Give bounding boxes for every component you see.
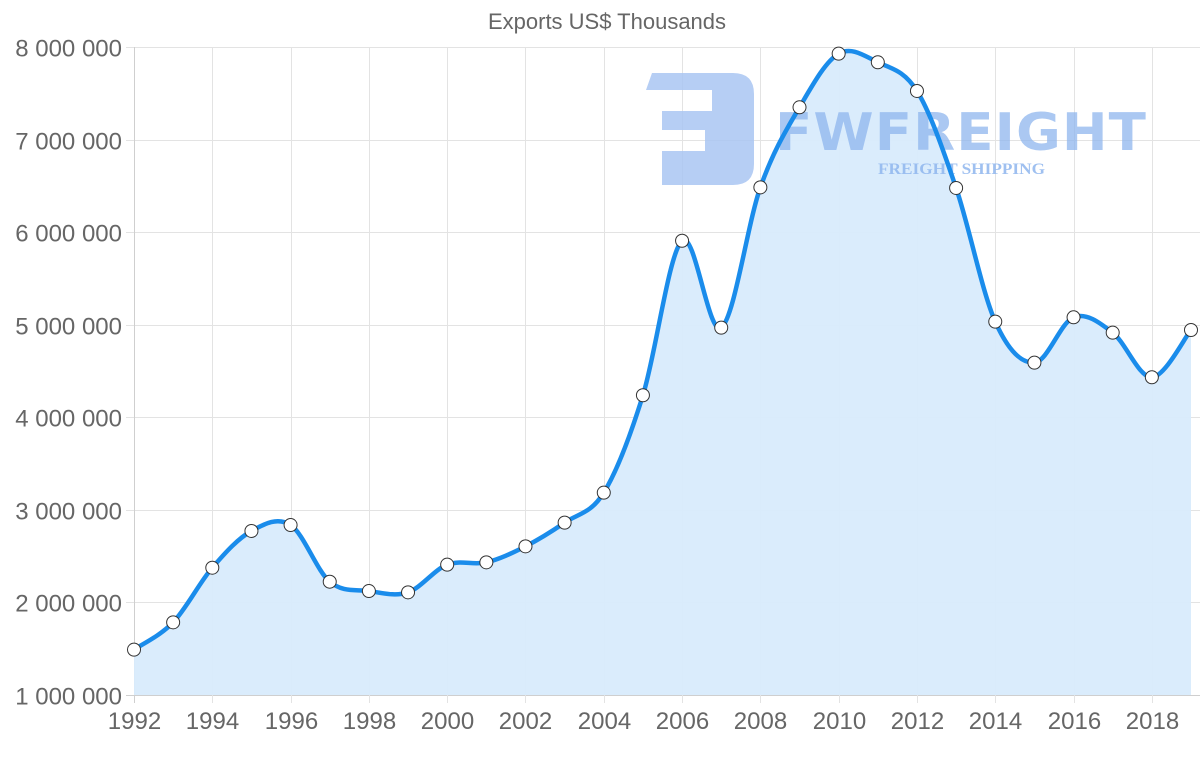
x-tick-label: 2016 [1048, 708, 1101, 735]
data-point[interactable] [205, 560, 220, 575]
x-tick-label: 1998 [343, 708, 396, 735]
data-point[interactable] [753, 180, 768, 195]
y-tick-label: 8 000 000 [15, 36, 122, 63]
x-tick-label: 1992 [108, 708, 161, 735]
data-point[interactable] [1144, 370, 1159, 385]
data-point[interactable] [440, 557, 455, 572]
x-tick-label: 2010 [813, 708, 866, 735]
data-point[interactable] [675, 233, 690, 248]
x-tick-label: 1994 [186, 708, 239, 735]
x-tick-label: 2008 [734, 708, 787, 735]
watermark-logo: FWFREIGHT FREIGHT SHIPPING [646, 73, 1147, 185]
y-tick-label: 6 000 000 [15, 221, 122, 248]
data-point[interactable] [870, 55, 885, 70]
y-tick-label: 7 000 000 [15, 129, 122, 156]
x-tick-label: 2012 [891, 708, 944, 735]
x-tick-label: 2014 [969, 708, 1022, 735]
data-point[interactable] [1105, 325, 1120, 340]
data-point[interactable] [479, 555, 494, 570]
data-point[interactable] [283, 518, 298, 533]
area-fill [134, 50, 1191, 695]
x-tick-label: 2002 [499, 708, 552, 735]
data-point[interactable] [127, 642, 141, 657]
y-tick-label: 1 000 000 [15, 684, 122, 711]
area-path [134, 50, 1191, 695]
x-tick-label: 2004 [578, 708, 631, 735]
x-tick-label: 2018 [1126, 708, 1179, 735]
data-point[interactable] [322, 574, 337, 589]
chart-title: Exports US$ Thousands [488, 9, 726, 34]
x-tick-label: 1996 [265, 708, 318, 735]
y-tick-label: 2 000 000 [15, 591, 122, 618]
data-point[interactable] [361, 584, 376, 599]
y-tick-label: 4 000 000 [15, 406, 122, 433]
data-point[interactable] [166, 615, 181, 630]
x-tick-label: 2000 [421, 708, 474, 735]
data-point[interactable] [244, 523, 259, 538]
y-tick-label: 3 000 000 [15, 499, 122, 526]
data-point[interactable] [714, 320, 729, 335]
x-axis-ticks: 1992 1994 1996 1998 2000 2002 2004 2006 2008 2010… [108, 708, 1179, 735]
data-point[interactable] [401, 585, 416, 600]
fwfreight-logo-icon [646, 73, 754, 185]
data-point[interactable] [596, 485, 611, 500]
data-point[interactable] [909, 83, 924, 98]
y-axis-ticks: 1 000 000 2 000 000 3 000 000 4 000 000 5 00… [15, 36, 122, 711]
data-point[interactable] [1184, 322, 1198, 337]
data-point[interactable] [518, 539, 533, 554]
data-point[interactable] [988, 314, 1003, 329]
data-point[interactable] [949, 180, 964, 195]
y-tick-label: 5 000 000 [15, 314, 122, 341]
data-point[interactable] [635, 388, 650, 403]
watermark-brand: FWFREIGHT [775, 103, 1147, 163]
data-point[interactable] [1066, 310, 1081, 325]
data-point[interactable] [792, 100, 807, 115]
data-markers [127, 46, 1198, 657]
data-point[interactable] [1027, 355, 1042, 370]
watermark-tagline: FREIGHT SHIPPING [878, 161, 1046, 178]
data-point[interactable] [557, 515, 572, 530]
data-point[interactable] [831, 46, 846, 61]
x-tick-label: 2006 [656, 708, 709, 735]
